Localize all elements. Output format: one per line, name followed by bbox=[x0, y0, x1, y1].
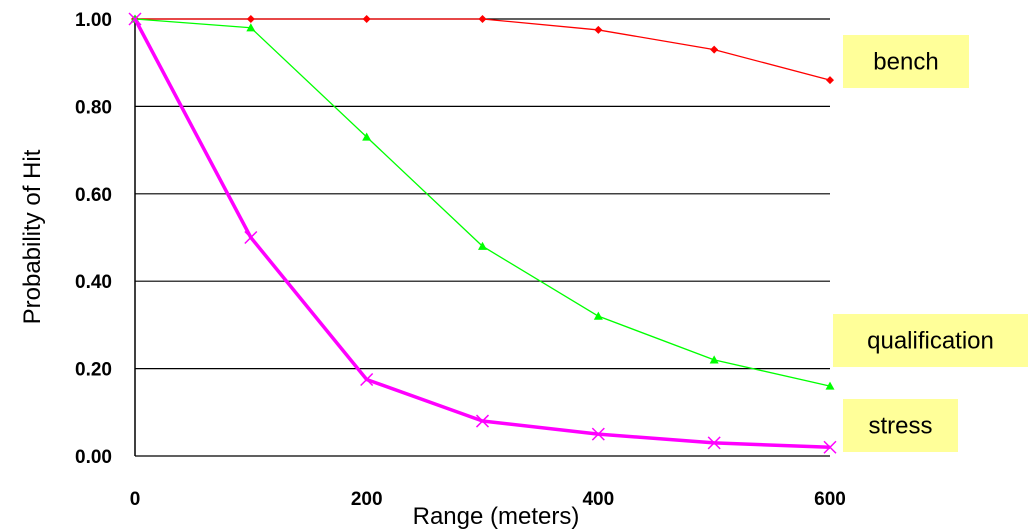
data-point bbox=[362, 15, 371, 23]
legend-text: bench bbox=[873, 49, 938, 76]
y-tick-label: 1.00 bbox=[75, 10, 112, 31]
x-axis-label: Range (meters) bbox=[413, 503, 580, 529]
legend: bench qualification stress bbox=[833, 35, 1028, 452]
data-point bbox=[593, 311, 603, 320]
x-tick-labels: 0 200 400 600 bbox=[130, 489, 846, 510]
y-axis-label: Probability of Hit bbox=[19, 149, 46, 324]
data-point bbox=[823, 440, 837, 454]
y-tick-label: 0.60 bbox=[75, 185, 112, 206]
y-tick-label: 0.80 bbox=[75, 97, 112, 118]
legend-box bbox=[833, 314, 1028, 367]
series-line-stress bbox=[133, 18, 831, 450]
series-line-bench bbox=[135, 18, 831, 81]
data-point bbox=[246, 15, 255, 23]
legend-box bbox=[843, 35, 969, 88]
legend-label-qualification: qualification bbox=[833, 314, 1028, 367]
data-point bbox=[709, 355, 719, 364]
series-bench bbox=[131, 15, 834, 85]
y-tick-labels: 0.00 0.20 0.40 0.60 0.80 1.00 bbox=[75, 10, 112, 468]
data-point bbox=[128, 12, 142, 26]
x-tick-label: 0 bbox=[130, 489, 141, 510]
legend-label-stress: stress bbox=[843, 399, 958, 452]
x-tick-label: 400 bbox=[582, 489, 614, 510]
data-point bbox=[246, 23, 256, 32]
legend-box bbox=[843, 399, 958, 452]
data-point bbox=[591, 427, 605, 441]
data-point bbox=[825, 381, 835, 390]
data-point bbox=[244, 230, 258, 245]
grid-lines bbox=[135, 18, 830, 457]
legend-label-bench: bench bbox=[843, 35, 969, 88]
data-point bbox=[707, 436, 721, 450]
data-point bbox=[478, 15, 487, 23]
series-group bbox=[128, 12, 837, 454]
data-point bbox=[360, 372, 374, 387]
data-point bbox=[710, 45, 719, 54]
series-line-qualification bbox=[134, 18, 831, 387]
y-tick-label: 0.40 bbox=[75, 272, 112, 293]
data-point bbox=[594, 25, 603, 34]
legend-text: stress bbox=[868, 413, 932, 440]
legend-text: qualification bbox=[867, 328, 994, 355]
x-tick-label: 200 bbox=[351, 489, 383, 510]
series-stress bbox=[128, 12, 837, 454]
data-point bbox=[826, 76, 834, 85]
data-point bbox=[478, 241, 487, 250]
x-tick-label: 600 bbox=[814, 489, 846, 510]
y-tick-label: 0.00 bbox=[75, 447, 112, 468]
data-point bbox=[362, 132, 372, 141]
series-qualification bbox=[130, 14, 835, 390]
data-point bbox=[475, 414, 490, 428]
y-tick-label: 0.20 bbox=[75, 360, 112, 381]
